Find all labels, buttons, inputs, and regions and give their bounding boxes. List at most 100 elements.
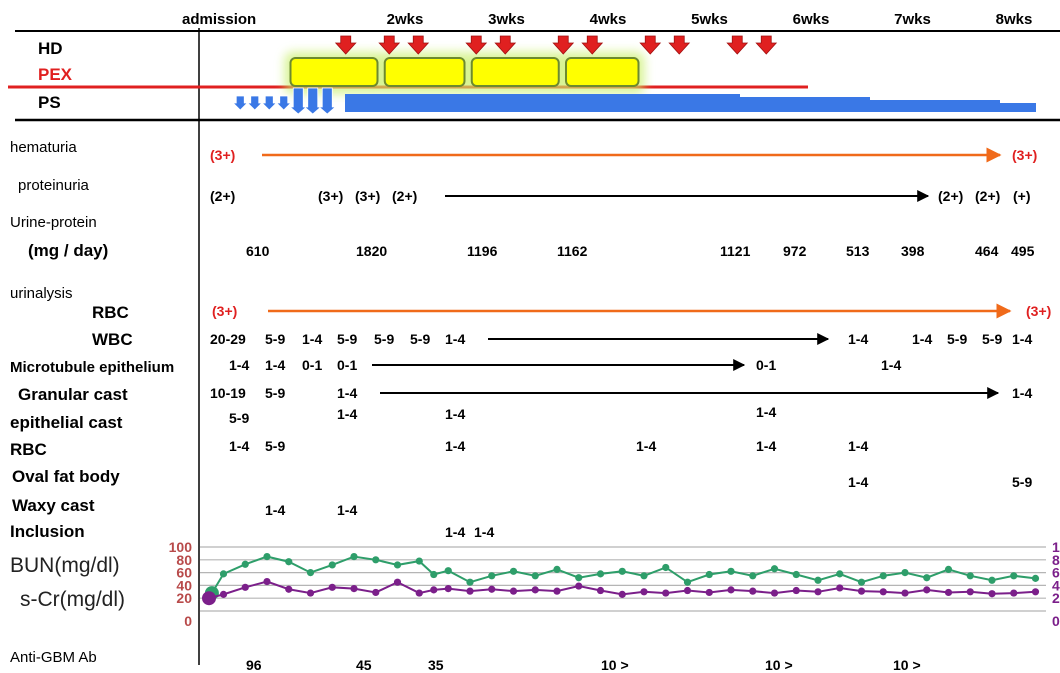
urine-protein-value: 1162 <box>557 243 588 259</box>
oval-value: 5-9 <box>1012 474 1032 490</box>
series-point <box>944 565 953 574</box>
microtubule-value: 0-1 <box>302 357 322 373</box>
anti-gbm-values: 96 45 35 10 > 10 > 10 > <box>246 657 921 673</box>
epithelial-value: 1-4 <box>756 404 776 420</box>
chart-grid <box>200 546 1046 612</box>
series-point <box>727 567 735 575</box>
microtubule-value: 1-4 <box>229 357 249 373</box>
hd-arrow-icon <box>581 35 604 55</box>
series-point <box>430 586 438 594</box>
ps-step-2 <box>740 97 870 112</box>
series-point <box>1031 588 1040 596</box>
ps-pulse-arrow-icon <box>303 87 322 115</box>
series-point <box>219 590 228 598</box>
series-point <box>901 569 909 577</box>
series-point <box>1010 572 1018 580</box>
series-point <box>285 585 293 593</box>
wbc-value: 1-4 <box>445 331 465 347</box>
microtubule-value: 0-1 <box>756 357 776 373</box>
pex-course-box <box>289 57 379 87</box>
ps-pulses <box>232 87 337 115</box>
granular-values: 10-19 5-9 1-4 1-4 <box>210 385 1032 401</box>
series-point <box>727 586 735 594</box>
week-label: 7wks <box>894 11 931 28</box>
series-point <box>988 590 996 598</box>
series-point <box>836 570 844 578</box>
inclusion-values: 1-4 1-4 <box>445 524 494 540</box>
wbc-value: 5-9 <box>982 331 1002 347</box>
proteinuria-values: (2+) (3+) (3+) (2+) (2+) (2+) (+) <box>210 188 1031 204</box>
series-point <box>372 588 380 597</box>
series-point <box>857 578 866 586</box>
series-point <box>618 567 626 575</box>
series-point <box>749 587 757 595</box>
week-label: 2wks <box>387 11 424 28</box>
microtubule-value: 1-4 <box>265 357 285 373</box>
proteinuria-value: (+) <box>1013 188 1031 204</box>
series-point <box>202 591 216 606</box>
microtubule-value: 1-4 <box>881 357 901 373</box>
anti-gbm-value: 10 > <box>893 657 921 673</box>
series-point <box>575 582 583 590</box>
urine-protein-value: 398 <box>901 243 925 259</box>
ps-pulse-arrow-icon <box>232 95 249 111</box>
left-tick-label: 60 <box>176 565 192 581</box>
hd-arrow-icon <box>494 35 517 55</box>
epithelial-values: 5-9 1-4 1-4 1-4 <box>229 404 776 426</box>
right-tick-label: 6 <box>1052 565 1060 581</box>
series-point <box>488 572 496 580</box>
waxy-label: Waxy cast <box>12 496 95 515</box>
proteinuria-value: (2+) <box>210 188 235 204</box>
series-point <box>966 572 974 580</box>
sed-rbc-label: RBC <box>10 440 47 459</box>
proteinuria-value: (2+) <box>975 188 1000 204</box>
ps-pulse-arrow-icon <box>318 87 337 115</box>
ps-pulse-arrow-icon <box>289 87 308 115</box>
series-line <box>211 555 1036 594</box>
epithelial-value: 1-4 <box>337 406 357 422</box>
urine-protein-unit: (mg / day) <box>28 241 108 260</box>
granular-value: 1-4 <box>337 385 357 401</box>
sed-rbc-value: 1-4 <box>229 438 249 454</box>
series-point <box>466 587 474 595</box>
ps-label: PS <box>38 93 61 112</box>
anti-gbm-value: 35 <box>428 657 444 673</box>
hematuria-start: (3+) <box>210 147 235 163</box>
urine-protein-value: 1196 <box>467 243 498 259</box>
microtubule-value: 0-1 <box>337 357 357 373</box>
waxy-values: 1-4 1-4 <box>265 502 357 518</box>
series-point <box>444 567 452 575</box>
series-point <box>553 587 561 595</box>
oval-value: 1-4 <box>848 474 868 490</box>
right-tick-label: 4 <box>1052 577 1060 593</box>
series-point <box>531 586 539 594</box>
series-point <box>705 588 713 597</box>
series-point <box>770 589 779 597</box>
series-point <box>836 584 844 592</box>
series-point <box>444 585 452 593</box>
series-point <box>430 570 438 579</box>
urine-protein-label: Urine-protein <box>10 214 97 231</box>
anti-gbm-value: 45 <box>356 657 372 673</box>
series-point <box>596 586 605 595</box>
series-point <box>966 588 974 596</box>
urinalysis-label: urinalysis <box>10 285 73 302</box>
hd-arrow-icon <box>378 35 401 55</box>
left-tick-label: 100 <box>169 539 193 555</box>
wbc-value: 5-9 <box>947 331 967 347</box>
series-point <box>328 561 336 569</box>
anti-gbm-label: Anti-GBM Ab <box>10 649 97 666</box>
rbc-label: RBC <box>92 303 129 322</box>
series-point <box>553 565 561 574</box>
series-point <box>749 572 757 580</box>
oval-label: Oval fat body <box>12 467 120 486</box>
ps-step-3 <box>870 100 1000 112</box>
series-point <box>531 572 539 580</box>
series-point <box>350 553 358 561</box>
sed-rbc-values: 1-4 5-9 1-4 1-4 1-4 1-4 <box>229 438 868 454</box>
hd-arrow-icon <box>639 35 662 55</box>
hd-label: HD <box>38 39 63 58</box>
ps-step-1 <box>345 94 740 112</box>
oval-values: 1-4 5-9 <box>848 474 1032 490</box>
